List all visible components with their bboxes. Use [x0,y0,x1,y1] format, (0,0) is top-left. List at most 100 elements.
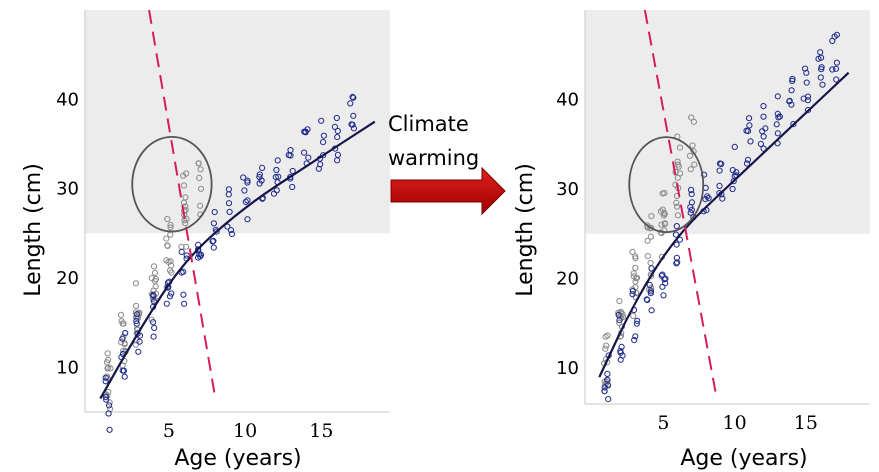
data-point [148,275,155,282]
x-tick-label: 10 [233,420,257,442]
data-point [210,244,217,251]
data-point [788,87,795,94]
left-panel: 10 20 30 40 5 10 15 Length (cm) Age (years) [21,9,390,471]
data-point [688,114,695,121]
data-point [674,174,681,181]
data-point [197,166,204,173]
data-point [333,114,340,122]
data-point [673,199,680,206]
data-point [150,333,157,340]
data-point [662,275,669,282]
data-point [815,55,822,62]
data-point [647,233,655,240]
data-point [644,253,651,260]
data-point [182,194,189,201]
data-point [134,330,141,337]
data-point [672,231,680,238]
data-point [604,332,611,339]
data-point [183,243,190,250]
data-point [120,347,127,354]
data-point [634,317,641,324]
data-point [272,174,279,181]
data-point [601,388,608,395]
data-point [349,121,356,128]
data-point [747,138,754,145]
data-point [183,252,190,259]
data-point [631,337,638,344]
data-point [716,182,723,189]
data-point [334,157,341,164]
data-point [102,378,109,385]
data-point [350,125,357,132]
data-point [180,291,187,298]
data-point [673,223,680,230]
data-point [301,149,308,156]
right-panel: 10 20 30 40 5 10 15 Length (cm) Age (years) [513,9,870,471]
data-point [242,198,249,205]
data-point [716,167,723,174]
data-point [632,333,639,340]
x-tick-labels: 5 10 15 [163,420,334,442]
data-point [178,248,185,255]
y-tick-label: 30 [56,179,79,200]
data-point [648,265,655,272]
highlight-band [585,10,870,234]
data-point [648,213,655,220]
data-point [802,65,809,72]
data-point [746,115,753,122]
data-point [688,186,695,194]
data-point [829,66,836,73]
data-point [790,121,797,128]
data-point [227,227,235,234]
data-point [150,319,157,326]
data-point [660,292,667,299]
data-point [705,195,712,202]
data-point [167,258,174,265]
data-point [133,311,140,318]
data-point [803,69,810,76]
data-point [633,275,640,282]
data-point [644,237,651,244]
data-point [662,280,669,287]
x-tick-label: 5 [163,420,175,442]
data-point [818,64,825,71]
y-tick-labels: 10 20 30 40 [556,90,579,380]
data-point [760,145,767,152]
data-point [195,160,202,167]
data-point [647,259,654,267]
data-point [196,174,203,181]
data-point [241,187,248,194]
data-point [661,189,668,197]
data-point [318,117,325,124]
data-point [688,206,695,213]
data-point [658,221,665,228]
data-point [121,373,128,380]
data-point [602,345,609,352]
data-point [746,122,753,129]
data-point [181,300,188,307]
x-axis-label: Age (years) [680,446,807,471]
data-point [151,324,158,331]
data-point [647,290,654,297]
data-point [673,241,680,248]
data-point [617,356,624,363]
data-point [630,312,637,319]
x-tick-label: 5 [657,412,669,434]
data-point [168,290,175,297]
data-point [644,222,651,229]
data-point [270,190,278,197]
data-point [743,160,751,167]
data-point [674,158,681,165]
data-point [166,293,174,300]
data-point [273,166,280,174]
data-point [244,197,251,204]
data-point [775,114,782,121]
data-point [226,208,233,215]
data-point [673,260,680,267]
data-point [228,230,235,237]
data-point [603,342,610,349]
data-point [644,296,651,304]
highlight-band [85,10,390,234]
data-point [604,376,611,383]
data-point [197,202,204,209]
